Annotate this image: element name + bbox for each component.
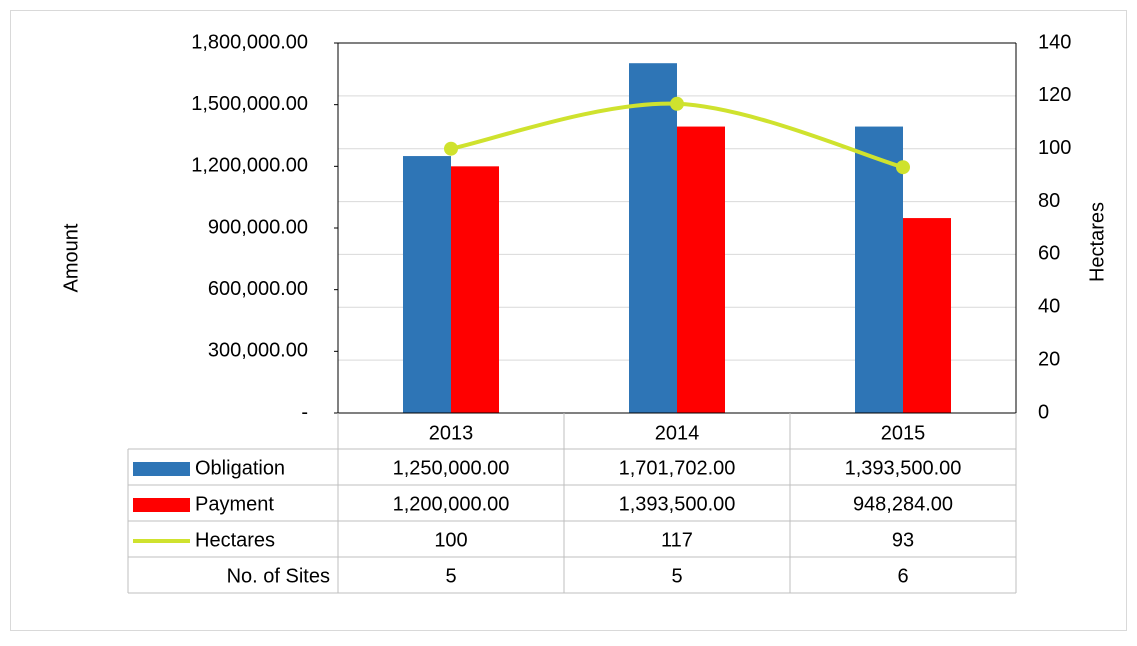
table-cell: 1,393,500.00 [845,457,962,479]
y-tick-label: 900,000.00 [208,216,308,238]
legend-key [133,498,190,512]
table-cell: 5 [445,565,456,587]
table-cell: 100 [434,529,467,551]
x-tick-label: 2013 [429,422,474,444]
y-tick-label: 1,500,000.00 [191,93,308,115]
y2-tick-label: 140 [1038,31,1071,53]
y-tick-label: 1,800,000.00 [191,31,308,53]
y2-tick-label: 120 [1038,84,1071,106]
y2-tick-label: 40 [1038,296,1060,318]
table-cell: 1,250,000.00 [393,457,510,479]
table-cell: 1,701,702.00 [619,457,736,479]
legend-key [133,462,190,476]
bar [903,218,951,413]
y-tick-label: 1,200,000.00 [191,155,308,177]
legend-label: Payment [195,493,274,515]
y2-tick-label: 20 [1038,348,1060,370]
line-marker [896,160,910,175]
bar [451,166,499,413]
bar [403,156,451,414]
bar [855,126,903,413]
chart-frame [10,10,1127,631]
y2-tick-label: 0 [1038,401,1049,423]
table-cell: 93 [892,529,914,551]
table-cell: 6 [897,565,908,587]
table-cell: 948,284.00 [853,493,953,515]
table-cell: 117 [661,529,693,551]
legend-label: Hectares [195,529,275,551]
bar [629,63,677,414]
bar [677,126,725,413]
y-tick-label: 600,000.00 [208,278,308,300]
y-tick-label: - [301,401,308,423]
y2-tick-label: 80 [1038,190,1060,212]
table-cell: 5 [671,565,682,587]
table-cell: 1,200,000.00 [393,493,510,515]
legend-label: Obligation [195,457,285,479]
x-tick-label: 2015 [881,422,926,444]
y2-axis-label: Hectares [1086,202,1108,282]
table-cell: 1,393,500.00 [619,493,736,515]
line-marker [444,141,458,156]
y2-tick-label: 100 [1038,137,1071,159]
line-marker [670,96,684,111]
y2-tick-label: 60 [1038,243,1060,265]
table-row-label: No. of Sites [227,565,330,587]
y-axis-label: Amount [60,223,82,292]
x-tick-label: 2014 [655,422,700,444]
y-tick-label: 300,000.00 [208,340,308,362]
